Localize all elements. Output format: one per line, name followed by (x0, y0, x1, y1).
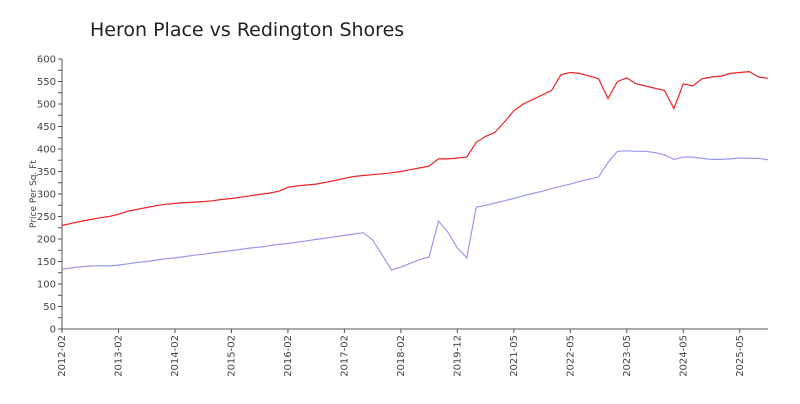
x-tick-label: 2024-05 (678, 335, 689, 377)
y-tick-label: 350 (37, 167, 56, 178)
y-tick-label: 600 (37, 55, 56, 66)
y-tick-label: 200 (37, 235, 56, 246)
x-tick-label: 2018-02 (396, 335, 407, 377)
x-tick-label: 2013-02 (113, 335, 124, 377)
x-tick-label: 2017-02 (339, 335, 350, 377)
x-tick-label: 2012-02 (57, 335, 68, 377)
x-tick-label: 2016-02 (283, 335, 294, 377)
x-tick-label: 2025-05 (735, 335, 746, 377)
y-tick-label: 550 (37, 77, 56, 88)
x-tick-label: 2022-05 (565, 335, 576, 377)
y-tick-label: 450 (37, 122, 56, 133)
y-tick-label: 100 (37, 280, 56, 291)
x-tick-label: 2023-05 (622, 335, 633, 377)
y-tick-label: 500 (37, 100, 56, 111)
y-axis-label: Price Per Sq. Ft (29, 160, 39, 228)
x-tick-label: 2015-02 (226, 335, 237, 377)
x-tick-label: 2014-02 (170, 335, 181, 377)
x-tick-label: 2019-12 (452, 335, 463, 377)
y-tick-label: 300 (37, 190, 56, 201)
series-line (61, 70, 769, 227)
y-tick-label: 400 (37, 145, 56, 156)
y-tick-label: 250 (37, 212, 56, 223)
x-tick-label: 2021-05 (509, 335, 520, 377)
series-line (61, 150, 769, 271)
y-tick-label: 0 (50, 325, 56, 336)
chart-title: Heron Place vs Redington Shores (90, 19, 404, 41)
y-tick-label: 150 (37, 257, 56, 268)
y-tick-label: 50 (43, 302, 56, 313)
